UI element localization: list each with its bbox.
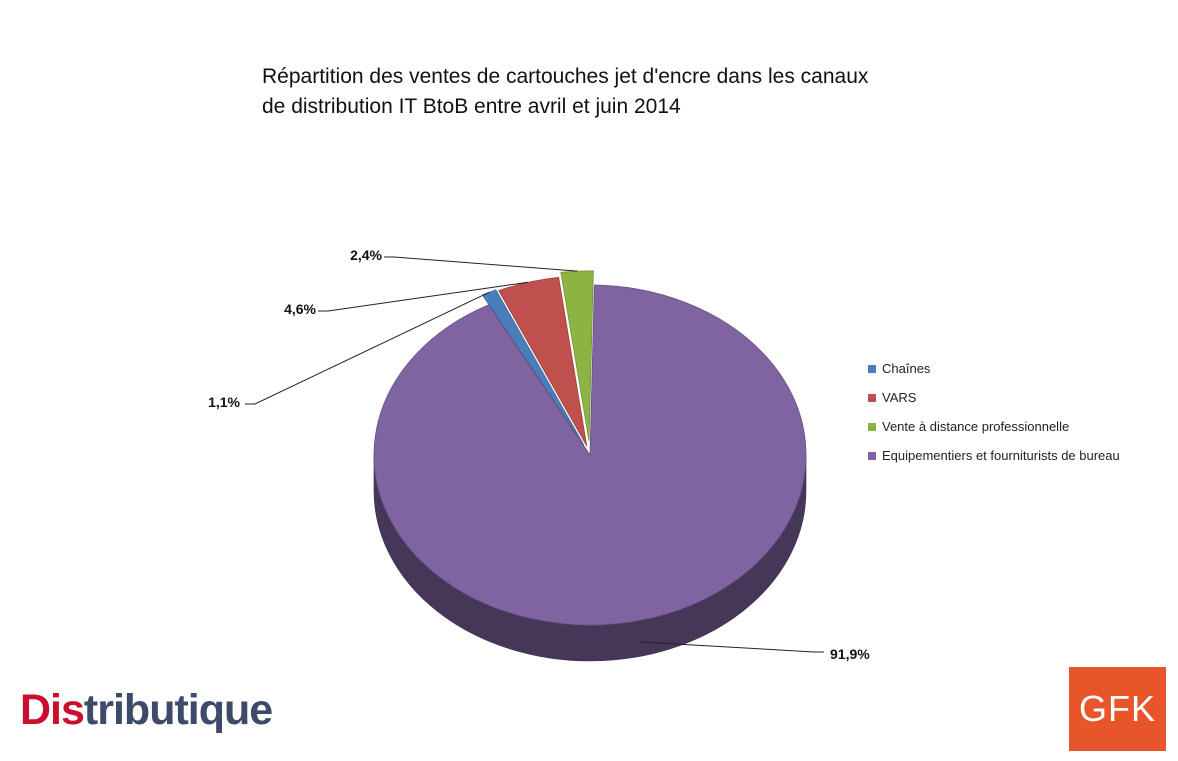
gfk-logo: GFK	[1069, 667, 1166, 751]
data-label: 1,1%	[208, 394, 240, 410]
data-label: 4,6%	[284, 301, 316, 317]
chart-title: Répartition des ventes de cartouches jet…	[262, 62, 982, 122]
legend-label: Equipementiers et fourniturists de burea…	[882, 448, 1120, 463]
distributique-logo-rest: tributique	[83, 686, 273, 734]
legend-swatch	[868, 364, 876, 373]
leader-line	[318, 281, 529, 312]
leader-line	[640, 641, 824, 653]
legend-item-vente-distance: Vente à distance professionnelle	[868, 412, 1120, 441]
legend-swatch	[868, 451, 876, 460]
leader-line	[245, 291, 490, 405]
legend: Chaînes VARS Vente à distance profession…	[868, 354, 1120, 470]
chart-title-line-2: de distribution IT BtoB entre avril et j…	[262, 95, 681, 118]
legend-swatch	[868, 422, 876, 431]
legend-item-equipementiers: Equipementiers et fourniturists de burea…	[868, 441, 1120, 470]
pie-slice	[560, 270, 594, 441]
legend-label: Vente à distance professionnelle	[882, 419, 1070, 434]
distributique-logo: Distributique	[20, 686, 273, 735]
pie-slice	[498, 276, 588, 447]
distributique-logo-red-part: Dis	[20, 686, 85, 734]
legend-label: Chaînes	[882, 361, 931, 376]
leader-line	[384, 256, 578, 272]
legend-swatch	[868, 393, 876, 402]
data-label: 91,9%	[830, 646, 870, 662]
data-label: 2,4%	[350, 247, 382, 263]
legend-label: VARS	[882, 390, 917, 405]
legend-item-vars: VARS	[868, 383, 1120, 412]
legend-item-chaines: Chaînes	[868, 354, 1120, 383]
chart-title-line-1: Répartition des ventes de cartouches jet…	[262, 65, 869, 88]
pie-slice	[373, 284, 807, 626]
